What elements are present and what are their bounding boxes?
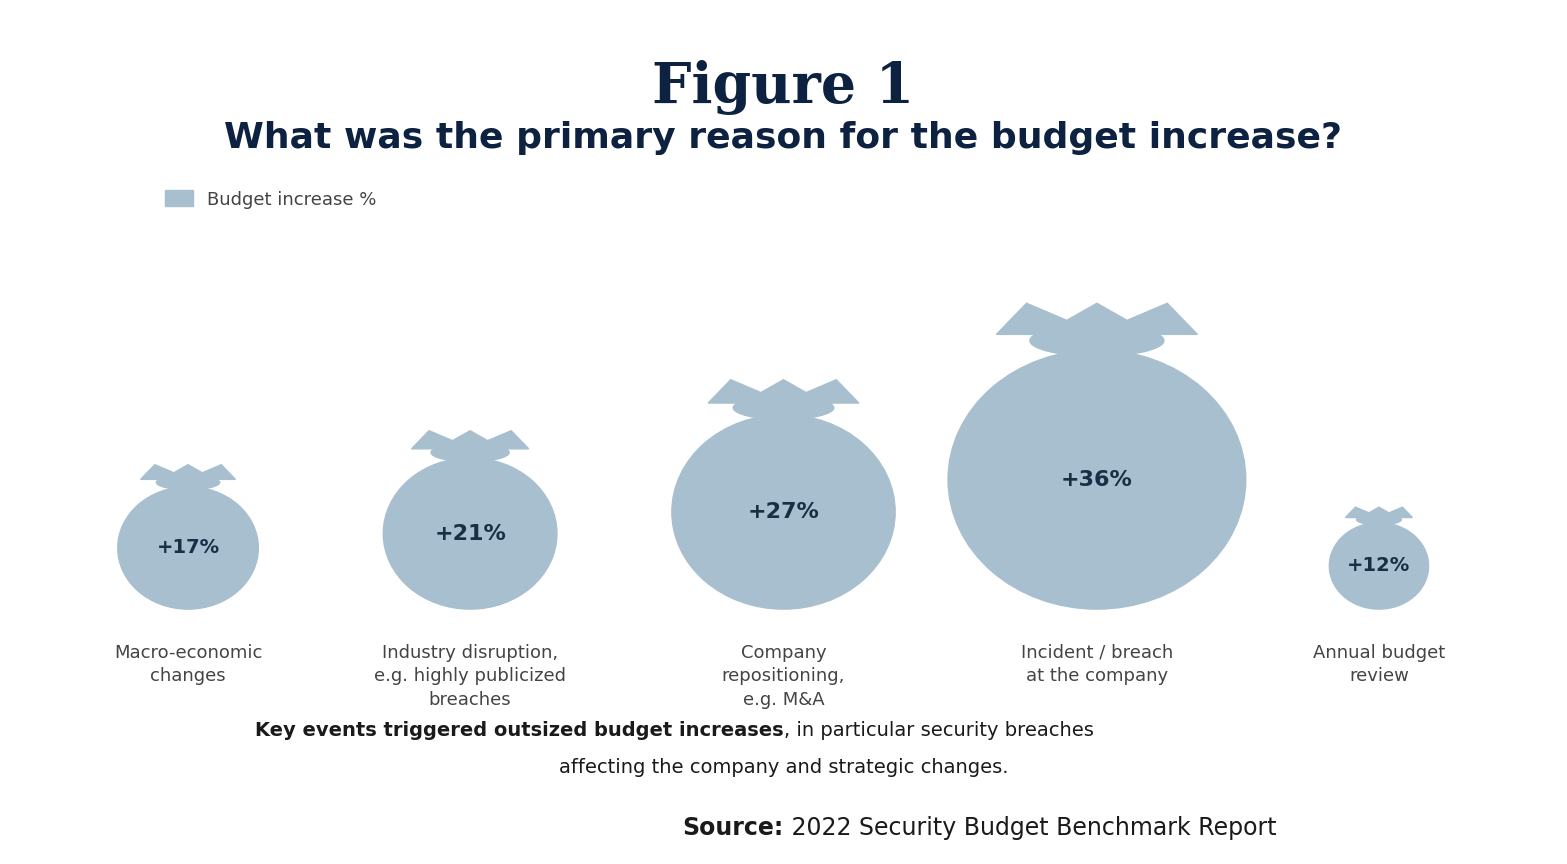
Text: 2022 Security Budget Benchmark Report: 2022 Security Budget Benchmark Report (784, 816, 1276, 841)
Text: Annual budget
review: Annual budget review (1313, 644, 1445, 685)
Text: Source:: Source: (682, 816, 784, 841)
Text: Industry disruption,
e.g. highly publicized
breaches: Industry disruption, e.g. highly publici… (375, 644, 566, 708)
Text: Figure 1: Figure 1 (652, 60, 915, 116)
Text: Key events triggered outsized budget increases: Key events triggered outsized budget inc… (255, 721, 784, 740)
Text: What was the primary reason for the budget increase?: What was the primary reason for the budg… (224, 121, 1343, 155)
Text: +12%: +12% (1348, 556, 1410, 575)
Text: , in particular security breaches: , in particular security breaches (784, 721, 1094, 740)
Text: Incident / breach
at the company: Incident / breach at the company (1020, 644, 1174, 685)
Text: Macro-economic
changes: Macro-economic changes (114, 644, 262, 685)
Text: +21%: +21% (434, 524, 506, 543)
Text: +27%: +27% (747, 502, 820, 522)
Text: +17%: +17% (157, 538, 219, 557)
Text: Company
repositioning,
e.g. M&A: Company repositioning, e.g. M&A (722, 644, 845, 708)
Text: affecting the company and strategic changes.: affecting the company and strategic chan… (559, 758, 1008, 777)
Text: +36%: +36% (1061, 469, 1133, 490)
Text: Budget increase %: Budget increase % (207, 191, 376, 208)
